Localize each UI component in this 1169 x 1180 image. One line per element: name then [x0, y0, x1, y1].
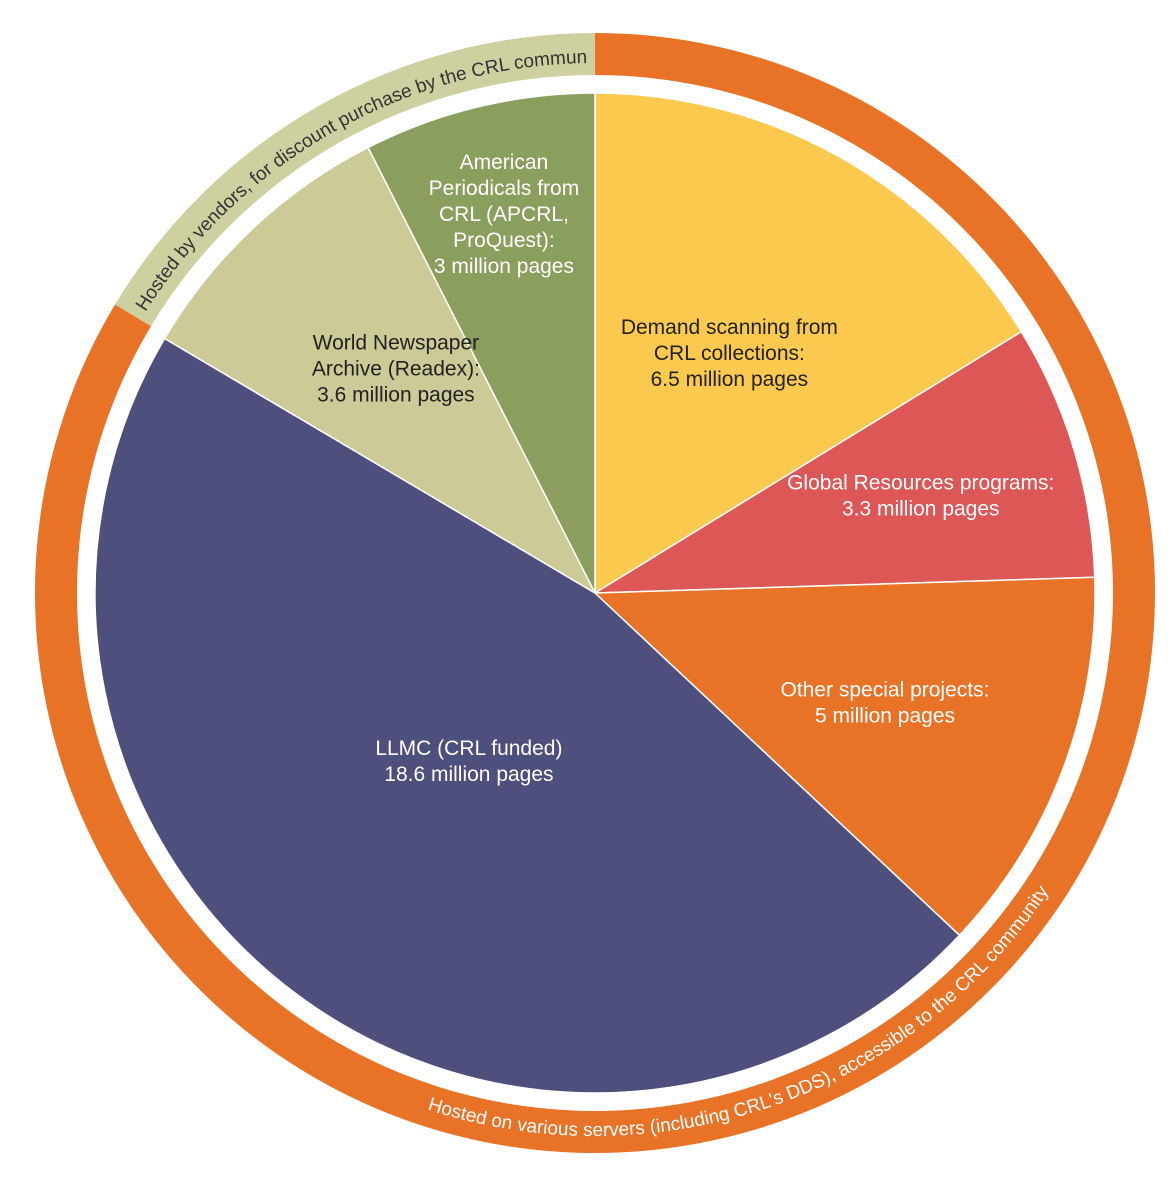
slice-label-global-resources-programs: Global Resources programs: 3.3 million pa…: [787, 472, 1054, 521]
slice-labels: Demand scanning from CRL collections: 6.5 …: [312, 151, 1055, 786]
slice-label-world-newspaper-archive-readex: World Newspaper Archive (Readex): 3.6 mill…: [312, 332, 480, 407]
pie-slices: [94, 92, 1096, 1094]
pie-slice-global-resources-programs: [592, 330, 1096, 594]
pie-slice-demand-scanning-from-crl-collections: [594, 92, 1023, 595]
ring-vendor-hosted: [114, 33, 595, 327]
pie-slice-american-periodicals-from-crl-apcrl-proquest: [366, 92, 596, 594]
outer-rings: [34, 33, 1155, 1153]
pie-slice-world-newspaper-archive-readex: [163, 146, 597, 595]
slice-label-other-special-projects: Other special projects: 5 million pages: [781, 679, 990, 728]
pie-slice-other-special-projects: [593, 576, 1096, 937]
pie-slice-llmc-crl-funded-18-6-million-pages: [94, 337, 961, 1094]
slice-label-demand-scanning-from-crl-collections: Demand scanning from CRL collections: 6.5 …: [621, 316, 838, 391]
slice-label-american-periodicals-from-crl-apcrl-proquest: American Periodicals from CRL (APCRL, ProQu…: [429, 151, 580, 278]
slice-label-llmc-crl-funded-18-6-million-pages: LLMC (CRL funded) 18.6 million pages: [375, 737, 562, 786]
